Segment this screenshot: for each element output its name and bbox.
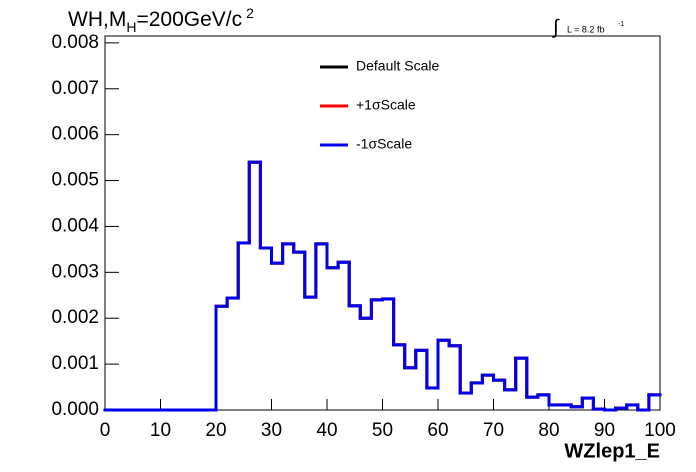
y-tick-label: 0.007 [51, 78, 99, 99]
x-tick-label: 40 [316, 420, 337, 441]
x-axis-label: WZlep1_E [564, 440, 660, 462]
x-tick-label: 30 [261, 420, 282, 441]
y-tick-label: 0.005 [51, 170, 99, 191]
y-tick-label: 0.003 [51, 261, 99, 282]
chart-title: WH,MH=200GeV/c 2 [68, 5, 254, 35]
y-tick-label: 0.004 [51, 215, 99, 236]
x-tick-label: 0 [100, 420, 111, 441]
y-tick-label: 0.001 [51, 353, 99, 374]
y-tick-label: 0.002 [51, 307, 99, 328]
y-tick-label: 0.006 [51, 124, 99, 145]
legend-label: -1σScale [356, 136, 412, 152]
y-tick-label: 0.008 [51, 32, 99, 53]
title-rest: =200GeV/c [136, 8, 242, 31]
legend-label: +1σScale [356, 97, 416, 113]
legend-label: Default Scale [356, 58, 439, 74]
title-sup: 2 [246, 5, 254, 21]
lumi-integral: ∫ [552, 16, 560, 38]
lumi-exp: -1 [618, 21, 624, 28]
lumi-text: L = 8.2 fb [567, 24, 604, 34]
x-tick-label: 90 [594, 420, 615, 441]
x-tick-label: 50 [372, 420, 393, 441]
x-tick-label: 20 [205, 420, 226, 441]
title-main: WH,M [68, 8, 126, 31]
x-tick-label: 100 [644, 420, 676, 441]
y-tick-label: 0.000 [51, 399, 99, 420]
x-tick-label: 80 [538, 420, 559, 441]
x-tick-label: 60 [427, 420, 448, 441]
x-tick-label: 70 [483, 420, 504, 441]
x-tick-label: 10 [150, 420, 171, 441]
title-sub: H [126, 19, 136, 35]
